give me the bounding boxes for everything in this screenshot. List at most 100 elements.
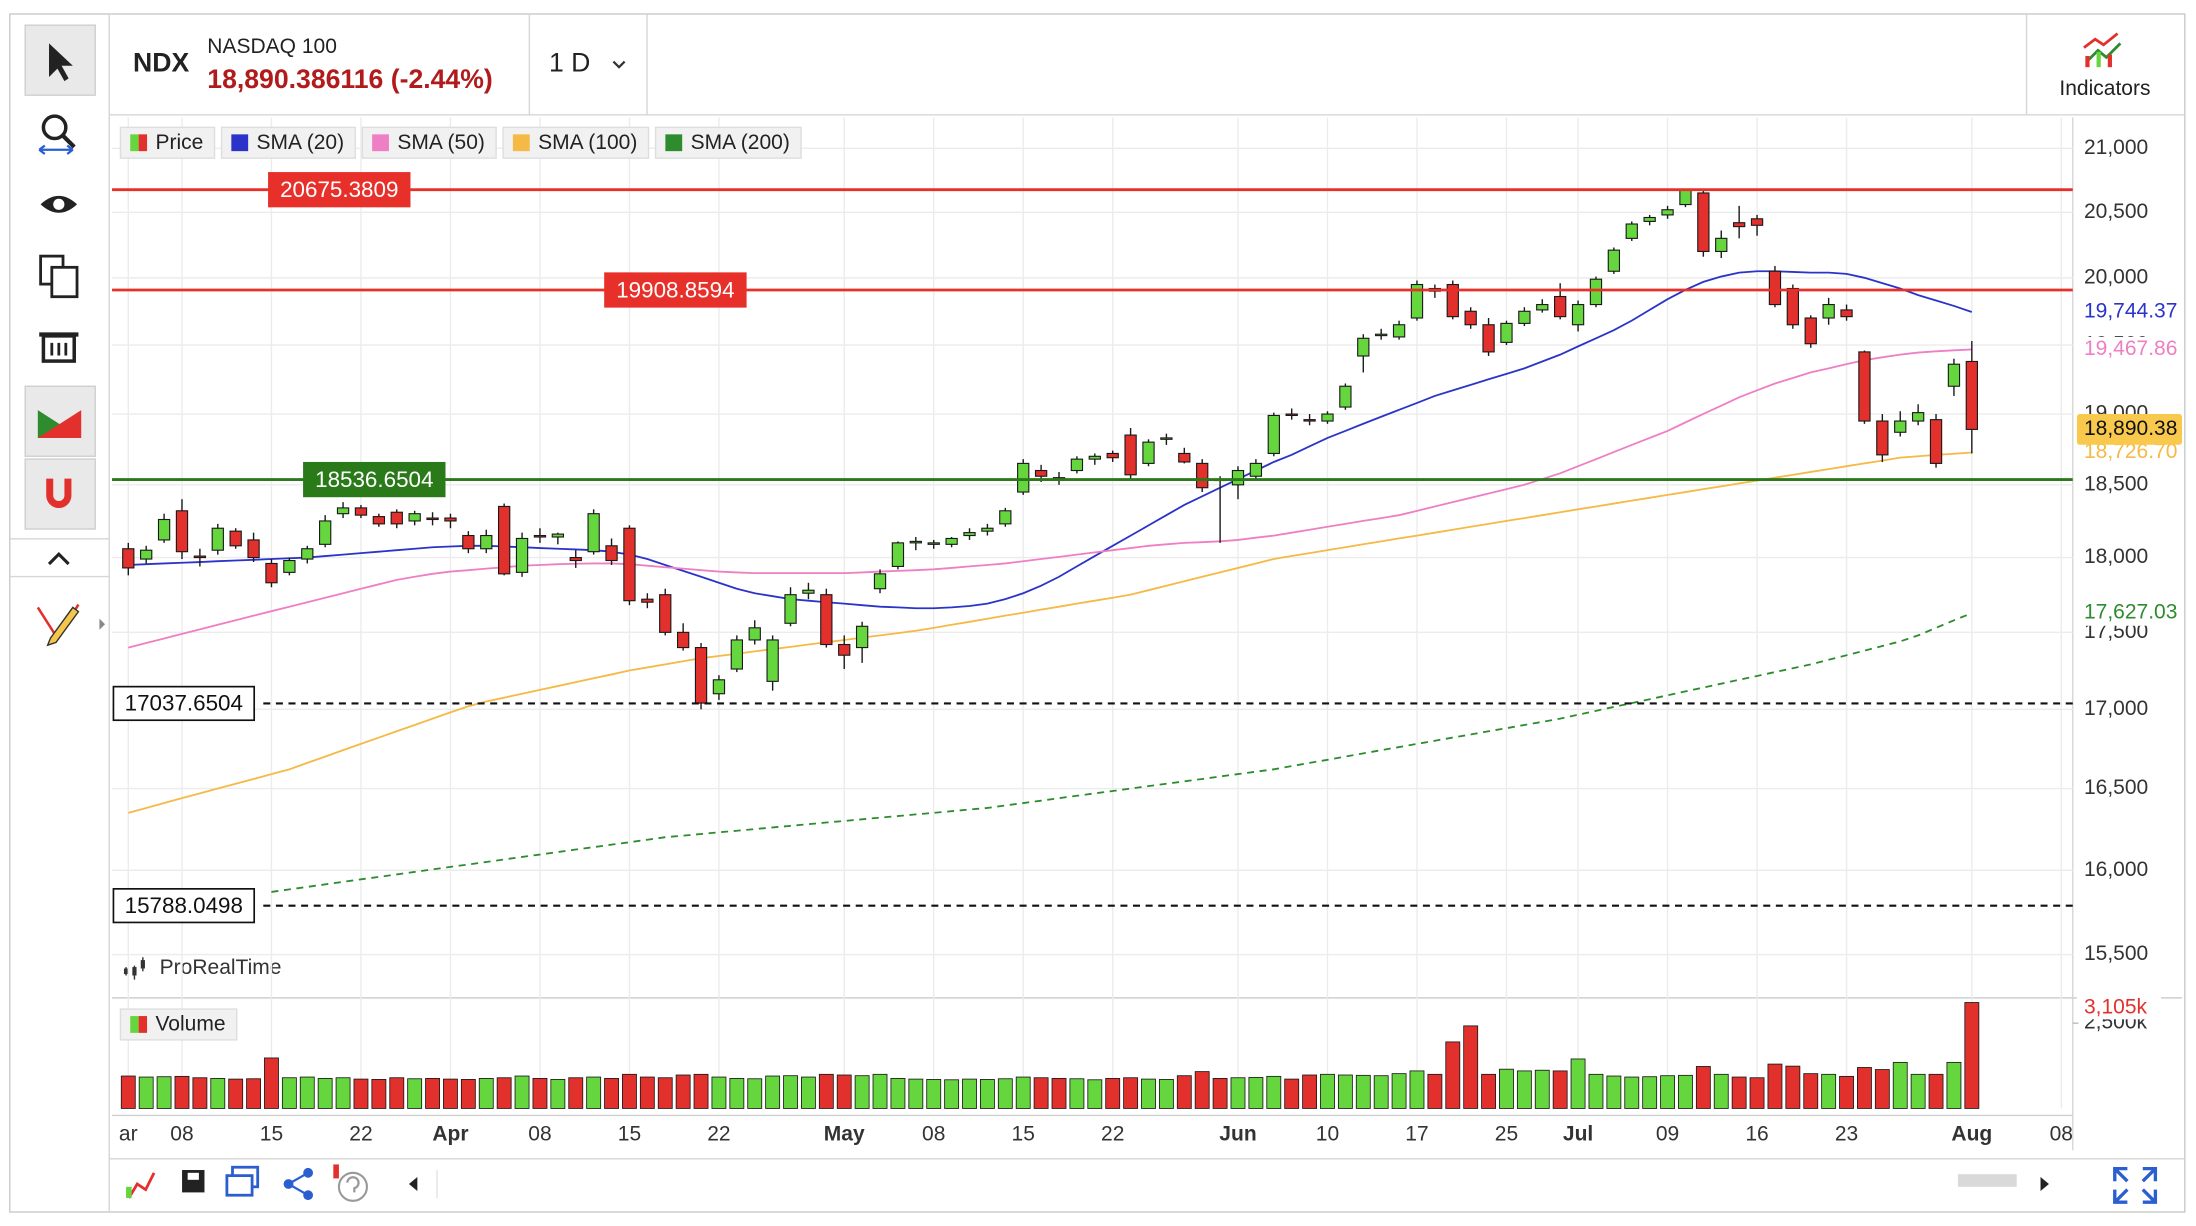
legend-swatch — [372, 134, 389, 152]
legend-price[interactable]: Price — [119, 126, 216, 159]
volume-bar — [192, 1077, 208, 1109]
candle-body — [1070, 458, 1084, 472]
price-label-box — [2076, 414, 2182, 445]
legend-swatch — [138, 1016, 148, 1033]
volume-bar — [818, 1073, 834, 1109]
candle-body — [444, 517, 457, 522]
candle-body — [1339, 385, 1352, 408]
volume-bar — [908, 1078, 924, 1109]
candle-body — [1160, 437, 1173, 440]
legend-volume[interactable]: Volume — [119, 1008, 238, 1041]
candle-body — [497, 505, 511, 575]
legend-label: Price — [155, 131, 203, 154]
trash-icon — [50, 342, 68, 356]
volume-bar — [872, 1073, 888, 1109]
legend-swatch — [138, 134, 148, 152]
volume-bar — [281, 1077, 297, 1109]
volume-bar — [1892, 1061, 1908, 1109]
volume-bar — [1839, 1075, 1854, 1109]
volume-bar — [729, 1077, 745, 1109]
layout-icon — [225, 1174, 254, 1197]
legend-series[interactable]: SMA (50) — [361, 126, 497, 159]
legend-label: SMA (50) — [397, 131, 485, 154]
scroll-right[interactable] — [2040, 1177, 2049, 1192]
volume-bar — [711, 1076, 727, 1109]
zoom-button[interactable] — [38, 114, 76, 155]
watermark-icon — [132, 967, 137, 976]
legend-series[interactable]: SMA (200) — [654, 126, 802, 159]
candle-body — [426, 517, 439, 521]
export-button[interactable] — [127, 1172, 156, 1199]
volume-bar — [443, 1078, 458, 1109]
candle-body — [1482, 324, 1495, 353]
candle-body — [1858, 351, 1871, 422]
candle-body — [462, 534, 475, 550]
indicators-label[interactable]: Indicators — [2059, 77, 2150, 100]
indicators-button[interactable]: Indicators — [2025, 13, 2151, 115]
save-icon — [187, 1172, 199, 1180]
volume-bar — [425, 1077, 440, 1109]
volume-bar — [926, 1079, 942, 1109]
volume-bar — [1427, 1073, 1443, 1109]
volume-bar — [228, 1078, 244, 1109]
scroll-left[interactable] — [408, 1177, 418, 1192]
volume-bar — [1445, 1041, 1461, 1109]
candle-body — [927, 542, 940, 545]
volume-bar — [1463, 1025, 1479, 1109]
indicators-icon — [2085, 42, 2122, 63]
visibility-button[interactable] — [40, 195, 78, 213]
last-value-label: 18,726.70 — [2084, 440, 2177, 463]
volume-bar — [1874, 1069, 1890, 1109]
share-button[interactable] — [283, 1167, 314, 1201]
copy-button[interactable] — [39, 254, 79, 299]
candle-body — [909, 540, 922, 544]
help-button[interactable] — [333, 1164, 368, 1202]
candle-body — [408, 513, 421, 522]
sma-line — [128, 451, 1972, 814]
x-tick-label: Apr — [432, 1123, 468, 1146]
legend-series[interactable]: SMA (100) — [502, 126, 650, 159]
last-value-bg — [2076, 600, 2181, 626]
candle-body — [1357, 337, 1370, 357]
volume-bar — [514, 1075, 530, 1109]
candle-body — [1285, 413, 1298, 417]
level-label-box — [268, 172, 411, 208]
candle-body — [1965, 360, 1978, 430]
level-label: 20675.3809 — [280, 177, 398, 202]
trend-tools-button[interactable] — [24, 385, 96, 457]
x-tick-label: Aug — [1951, 1123, 1992, 1146]
x-tick-label: 15 — [1012, 1123, 1035, 1146]
fullscreen-button[interactable] — [2113, 1166, 2158, 1204]
x-tick-label: 08 — [2050, 1123, 2073, 1146]
volume-bar — [1194, 1071, 1210, 1109]
candle-body — [1106, 452, 1119, 459]
volume-bar — [639, 1076, 655, 1109]
volume-bar — [1713, 1073, 1729, 1109]
candle-body — [945, 537, 958, 545]
help-icon — [333, 1164, 339, 1179]
y-tick-label: 21,000 — [2084, 136, 2148, 159]
collapse-button[interactable] — [47, 552, 70, 566]
magnet-button[interactable] — [24, 458, 96, 530]
share-icon — [287, 1171, 309, 1197]
magnet-icon — [46, 478, 72, 509]
x-tick-label: 08 — [922, 1123, 945, 1146]
candle-body — [122, 548, 135, 569]
volume-bar — [317, 1077, 333, 1109]
volume-bar — [478, 1077, 494, 1109]
last-value-bg — [2076, 299, 2181, 325]
candle-body — [229, 530, 242, 547]
submenu-arrow — [99, 618, 106, 630]
drawing-button[interactable] — [36, 603, 106, 647]
volume-bar — [1821, 1073, 1837, 1109]
legend-series[interactable]: SMA (20) — [220, 126, 357, 159]
candle-body — [1947, 363, 1961, 387]
candle-body — [1392, 324, 1406, 338]
interval-selector[interactable]: 1 D — [549, 47, 626, 77]
interval[interactable]: 1 D — [549, 47, 590, 77]
legend-swatch — [130, 134, 139, 152]
volume-bar — [1481, 1073, 1496, 1109]
last-value-bg — [2076, 336, 2181, 363]
delete-button[interactable] — [39, 332, 79, 363]
scroll-thumb[interactable] — [1957, 1174, 2017, 1187]
